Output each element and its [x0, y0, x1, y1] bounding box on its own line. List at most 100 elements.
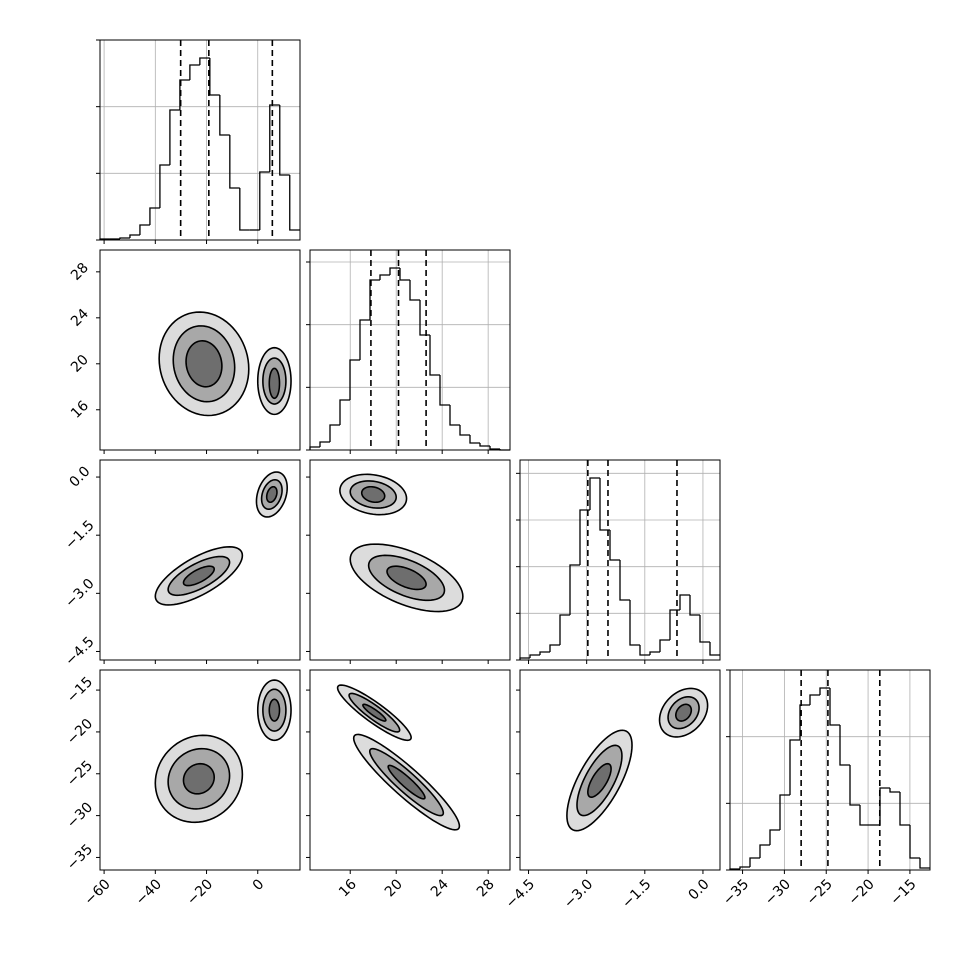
histogram-bin — [259, 171, 270, 230]
histogram-bin — [849, 765, 860, 806]
y-tick-label: 0.0 — [66, 464, 93, 491]
density-contour — [185, 340, 223, 388]
x-tick-label: 20 — [382, 876, 406, 900]
histogram-bin — [339, 399, 350, 425]
histogram-bin — [329, 424, 340, 442]
histogram-bin — [159, 164, 170, 208]
density-contour — [268, 367, 281, 400]
histogram-bin — [909, 825, 920, 859]
density-contour — [675, 703, 693, 722]
histogram-bin — [589, 477, 600, 510]
histogram-bin — [829, 688, 840, 726]
y-tick-label: −30 — [64, 800, 96, 832]
histogram-bin — [679, 594, 690, 610]
histogram-bin — [539, 651, 550, 655]
histogram-bin — [219, 95, 230, 136]
histogram-bin — [459, 425, 470, 436]
density-contour — [386, 565, 427, 591]
y-tick-label: −15 — [64, 674, 96, 706]
histogram-bin — [379, 274, 390, 280]
panel-frame — [99, 669, 301, 871]
density-contour — [268, 698, 281, 722]
density-contour — [587, 762, 612, 799]
histogram-bin — [769, 829, 780, 845]
histogram-bin — [859, 805, 870, 826]
histogram-bin — [399, 268, 410, 281]
panel — [154, 679, 292, 824]
panel-frame — [309, 249, 511, 451]
histogram-bin — [629, 600, 640, 646]
histogram-bin — [779, 794, 790, 830]
histogram-bin — [449, 405, 460, 426]
x-tick-label: −4.5 — [503, 876, 538, 911]
x-tick-label: 24 — [428, 876, 452, 900]
panel-frame — [309, 669, 511, 871]
x-tick-label: −60 — [82, 876, 114, 908]
histogram-bin — [269, 104, 280, 172]
histogram-bin — [709, 642, 720, 656]
histogram-bin — [879, 787, 890, 825]
histogram-bin — [839, 725, 850, 766]
histogram-bin — [549, 644, 560, 652]
histogram-bin — [599, 478, 610, 531]
histogram-bin — [739, 866, 750, 869]
panel-frame — [729, 669, 931, 871]
histogram-bin — [119, 237, 130, 239]
histogram-bin — [429, 335, 440, 376]
histogram-bin — [669, 609, 680, 640]
y-tick-label: 28 — [68, 260, 92, 284]
histogram-bin — [809, 694, 820, 705]
histogram-bin — [479, 443, 490, 447]
histogram-bin — [149, 207, 160, 225]
y-tick-label: 16 — [68, 398, 92, 422]
histogram-bin — [439, 375, 450, 406]
histogram-bin — [579, 509, 590, 565]
histogram-bin — [209, 58, 220, 96]
panel-frame — [519, 669, 721, 871]
histogram-bin — [319, 441, 330, 447]
y-tick-label: −20 — [64, 716, 96, 748]
histogram-bin — [569, 564, 580, 615]
histogram-bin — [389, 267, 400, 275]
y-tick-label: −4.5 — [62, 634, 97, 669]
panel-frame — [99, 249, 301, 451]
histogram-bin — [279, 105, 290, 176]
x-tick-label: 0.0 — [686, 876, 713, 903]
histogram-bin — [749, 857, 760, 867]
histogram-bin — [619, 560, 630, 601]
histogram-bin — [169, 109, 180, 165]
panel — [336, 684, 461, 831]
histogram-bin — [239, 188, 250, 231]
histogram-bin — [899, 792, 910, 826]
histogram-bin — [139, 224, 150, 235]
histogram-bin — [639, 645, 650, 656]
y-tick-label: −35 — [64, 841, 96, 873]
histogram-bin — [609, 530, 620, 561]
histogram-bin — [759, 844, 770, 858]
panel-frame — [99, 459, 301, 661]
histogram-bin — [229, 135, 240, 189]
panel — [154, 471, 289, 606]
panel-frame — [309, 459, 511, 661]
density-contour — [362, 703, 387, 722]
histogram-bin — [559, 614, 570, 645]
x-tick-label: −20 — [846, 876, 878, 908]
x-tick-label: −15 — [887, 876, 919, 908]
y-tick-label: 24 — [68, 306, 92, 330]
histogram-bin — [469, 435, 480, 444]
histogram-bin — [659, 639, 670, 652]
x-tick-label: −30 — [762, 876, 794, 908]
y-tick-label: −3.0 — [62, 576, 97, 611]
histogram-bin — [359, 319, 370, 360]
y-tick-label: −1.5 — [62, 518, 97, 553]
panel — [158, 311, 292, 417]
histogram-bin — [129, 234, 140, 238]
density-contour — [265, 485, 278, 504]
histogram-bin — [199, 57, 210, 65]
density-contour — [182, 762, 216, 795]
density-contour — [387, 764, 426, 800]
y-tick-label: −25 — [64, 758, 96, 790]
histogram-bin — [699, 615, 710, 643]
histogram-bin — [799, 704, 810, 740]
panel — [566, 687, 709, 832]
